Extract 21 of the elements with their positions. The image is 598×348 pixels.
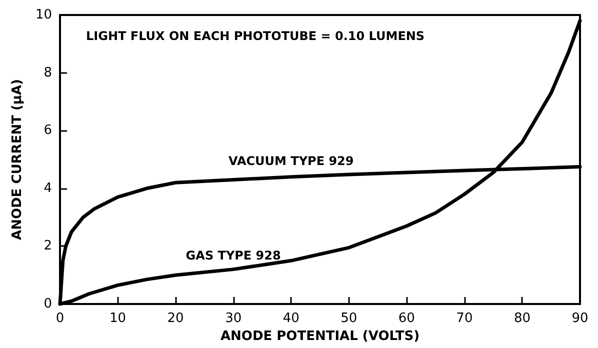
x-tick-label: 40 (282, 311, 300, 326)
x-tick-label: 10 (110, 311, 126, 326)
x-tick-label: 60 (398, 311, 415, 326)
x-tick-label: 30 (225, 311, 242, 326)
x-tick-label: 50 (340, 311, 358, 326)
y-axis-title: ANODE CURRENT (μA) (10, 79, 25, 240)
x-tick-label: 80 (514, 311, 530, 326)
x-tick-label: 0 (56, 311, 64, 326)
y-tick-label: 10 (35, 8, 52, 22)
series-label: VACUUM TYPE 929 (228, 154, 354, 168)
series-label: GAS TYPE 928 (186, 248, 281, 262)
y-tick-label: 8 (44, 65, 52, 80)
annotation: LIGHT FLUX ON EACH PHOTOTUBE = 0.10 LUMENS (86, 29, 425, 43)
x-tick-label: 70 (456, 311, 473, 326)
x-tick-label: 90 (572, 311, 588, 326)
y-tick-label: 4 (44, 180, 52, 196)
y-tick-label: 2 (44, 238, 52, 254)
y-tick-label: 0 (44, 296, 52, 312)
x-tick-label: 20 (167, 311, 184, 326)
y-tick-label: 6 (44, 123, 52, 138)
x-axis-title: ANODE POTENTIAL (VOLTS) (220, 329, 420, 344)
